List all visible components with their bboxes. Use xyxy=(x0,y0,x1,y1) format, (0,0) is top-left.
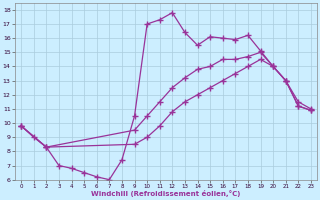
X-axis label: Windchill (Refroidissement éolien,°C): Windchill (Refroidissement éolien,°C) xyxy=(91,190,241,197)
